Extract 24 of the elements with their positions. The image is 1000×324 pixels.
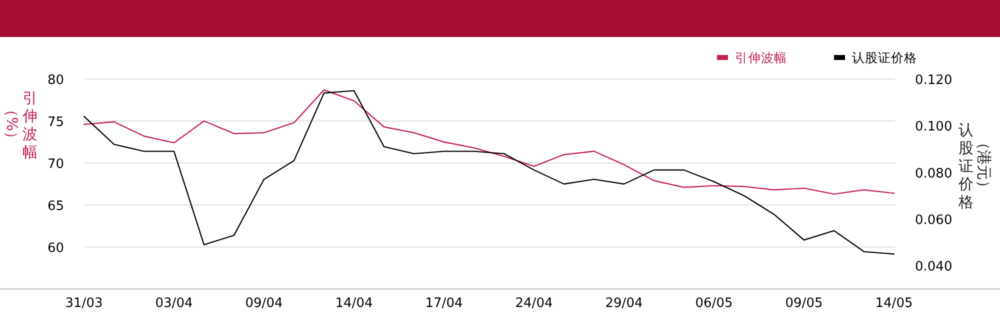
x-tick-label: 24/04 [515,296,553,311]
x-tick-label: 14/04 [335,296,373,311]
x-tick-label: 31/03 [65,296,103,311]
y-tick-label: 70 [47,157,64,172]
legend-label: 认股证价格 [852,50,917,65]
y2-tick-label: 0.040 [915,260,952,275]
x-tick-label: 09/05 [785,296,823,311]
legend-认股证价格: 认股证价格 [834,50,917,65]
x-tick-label: 06/05 [695,296,733,311]
x-tick-label: 14/05 [875,296,913,311]
legend-label: 引伸波幅 [735,50,787,65]
y2-tick-label: 0.080 [915,166,952,182]
y2-tick-label: 0.100 [915,120,952,135]
y2-tick-label: 0.060 [915,213,952,228]
x-tick-label: 03/04 [155,296,193,311]
x-tick-label: 29/04 [605,296,643,311]
x-tick-label: 09/04 [245,296,283,311]
y-tick-label: 80 [47,73,64,88]
legend-引伸波幅: 引伸波幅 [717,50,787,65]
y2-tick-label: 0.120 [915,73,952,88]
y-tick-label: 75 [47,115,64,130]
y-tick-label: 60 [47,241,64,256]
x-tick-label: 17/04 [425,296,463,311]
y-tick-label: 65 [47,199,64,214]
